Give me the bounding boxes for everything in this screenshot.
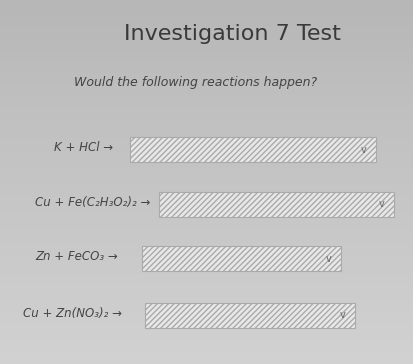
Text: v: v	[361, 145, 366, 155]
Text: Cu + Zn(NO₃)₂ →: Cu + Zn(NO₃)₂ →	[23, 306, 122, 320]
Bar	[145, 248, 320, 269]
Text: v: v	[340, 310, 346, 320]
Text: Would the following reactions happen?: Would the following reactions happen?	[74, 76, 318, 90]
Bar	[147, 305, 335, 326]
Bar	[132, 139, 355, 160]
Bar	[142, 246, 341, 271]
Text: Zn + FeCO₃ →: Zn + FeCO₃ →	[35, 250, 118, 263]
Bar	[161, 194, 374, 215]
Text: v: v	[379, 199, 385, 209]
Text: v: v	[325, 254, 331, 264]
Text: Investigation 7 Test: Investigation 7 Test	[124, 24, 341, 44]
Text: Cu + Fe(C₂H₃O₂)₂ →: Cu + Fe(C₂H₃O₂)₂ →	[35, 195, 150, 209]
Text: K + HCl →: K + HCl →	[54, 141, 113, 154]
Bar	[145, 303, 355, 328]
Bar	[130, 137, 376, 162]
Bar	[159, 192, 394, 217]
